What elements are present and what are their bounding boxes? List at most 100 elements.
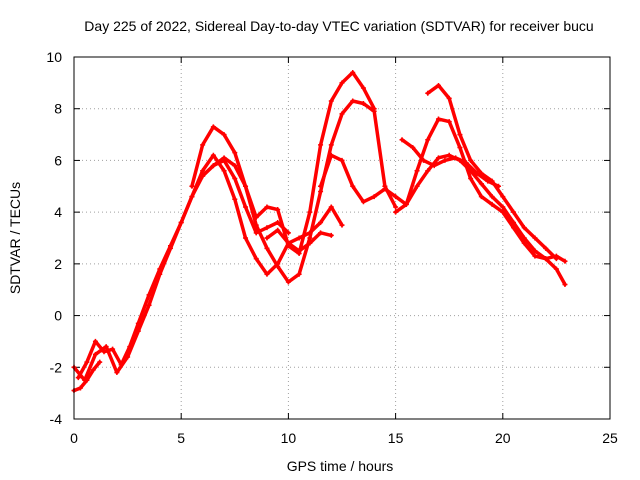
data-point-marker [485,178,491,184]
data-point-marker [468,176,474,182]
data-series-6 [393,116,568,264]
data-point-marker [243,183,249,189]
data-point-marker [221,155,227,161]
data-point-marker [496,183,502,189]
data-point-marker [275,207,281,213]
data-point-marker [275,263,281,269]
y-tick-label: 10 [46,49,62,65]
data-point-marker [296,248,302,254]
data-point-marker [371,106,377,112]
data-point-marker [200,142,206,148]
data-point-marker [414,168,420,174]
data-point-marker [382,186,388,192]
data-point-marker [478,194,484,200]
data-point-marker [232,176,238,182]
data-point-marker [307,209,313,215]
data-point-marker [543,245,549,251]
data-point-marker [328,152,334,158]
data-point-marker [264,245,270,251]
data-series-7 [425,82,559,262]
data-point-marker [328,232,334,238]
data-point-marker [127,344,133,350]
data-series-9 [264,227,334,254]
data-point-marker [360,199,366,205]
data-point-marker [92,351,98,357]
data-point-marker [435,116,441,122]
data-point-marker [360,85,366,91]
data-point-marker [210,163,216,169]
data-point-marker [489,194,495,200]
data-point-marker [75,375,81,381]
data-point-marker [210,124,216,130]
data-point-marker [97,359,103,365]
data-point-marker [489,201,495,207]
data-point-marker [511,225,517,231]
data-point-marker [232,196,238,202]
data-point-marker [253,222,259,228]
data-point-marker [90,367,96,373]
data-point-marker [275,219,281,225]
data-point-marker [285,279,291,285]
data-point-marker [393,194,399,200]
data-point-marker [393,209,399,215]
data-point-marker [414,183,420,189]
data-point-marker [442,157,448,163]
data-point-marker [339,157,345,163]
data-point-marker [318,230,324,236]
data-point-marker [189,183,195,189]
data-point-marker [543,256,549,262]
data-point-marker [110,346,116,352]
data-point-marker [403,201,409,207]
data-point-marker [232,150,238,156]
data-point-marker [425,168,431,174]
data-point-marker [420,157,426,163]
data-point-marker [431,163,437,169]
data-point-marker [328,98,334,104]
x-tick-label: 0 [70,430,78,446]
data-point-marker [77,385,83,391]
data-point-marker [318,188,324,194]
data-point-marker [103,344,109,350]
data-point-marker [474,170,480,176]
data-point-marker [521,225,527,231]
data-series-8 [399,137,502,189]
data-point-marker [410,145,416,150]
data-point-marker [360,101,366,107]
data-point-marker [118,362,124,368]
data-point-marker [178,219,184,225]
y-tick-label: 2 [54,256,62,272]
data-point-marker [221,132,227,138]
data-point-marker [84,359,90,365]
plot-frame [73,56,611,420]
data-point-marker [318,183,324,189]
data-point-marker [457,145,463,150]
data-point-marker [371,194,377,200]
y-tick-label: -2 [50,359,63,375]
data-point-marker [307,240,313,246]
data-point-marker [318,142,324,148]
data-point-marker [253,256,259,262]
data-point-marker [350,98,356,104]
data-point-marker [521,240,527,246]
y-tick-label: 8 [54,101,62,117]
data-point-marker [425,137,431,143]
data-point-marker [200,168,206,174]
data-point-marker [339,80,345,86]
data-point-marker [532,248,538,254]
data-point-marker [296,235,302,241]
data-point-marker [318,219,324,225]
data-point-marker [463,160,469,166]
data-point-marker [307,235,313,241]
data-point-marker [221,168,227,174]
data-series [71,70,568,394]
x-tick-label: 10 [281,430,297,446]
data-point-marker [200,173,206,179]
data-point-marker [446,152,452,158]
data-point-marker [264,235,270,241]
data-point-marker [500,194,506,200]
data-point-marker [328,142,334,148]
data-point-marker [500,209,506,215]
data-point-marker [339,111,345,117]
x-tick-label: 20 [495,430,511,446]
